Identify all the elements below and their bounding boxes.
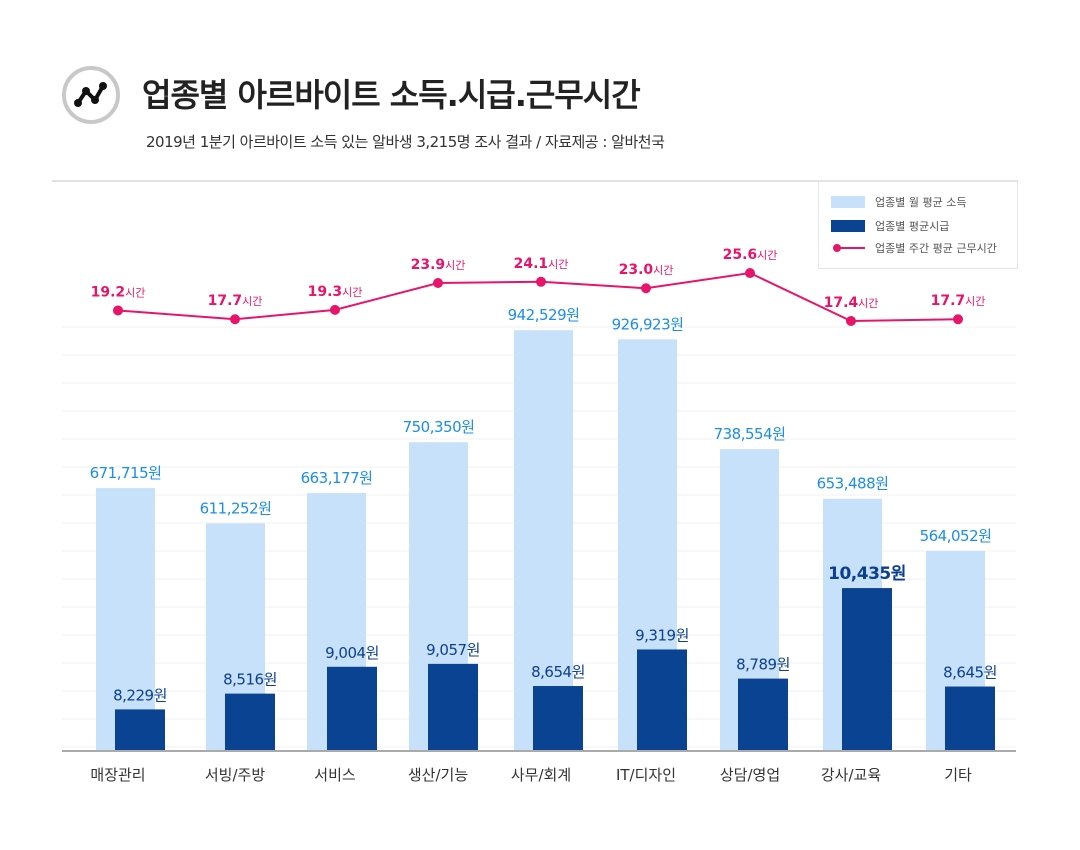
income-bar xyxy=(514,330,573,750)
wage-bar xyxy=(637,649,687,750)
hours-label: 24.1시간 xyxy=(514,256,569,272)
page-title: 업종별 아르바이트 소득.시급.근무시간 xyxy=(142,76,641,114)
income-label: 611,252원 xyxy=(200,499,272,517)
wage-label: 9,004원 xyxy=(325,644,379,662)
income-label: 750,350원 xyxy=(403,418,475,436)
category-label: 강사/교육 xyxy=(821,766,881,784)
income-label: 663,177원 xyxy=(301,469,373,487)
wage-label: 8,789원 xyxy=(736,656,790,674)
wage-bar xyxy=(115,709,165,750)
wage-bar xyxy=(428,663,478,750)
category-label: 생산/기능 xyxy=(408,766,468,784)
income-label: 926,923원 xyxy=(612,315,684,333)
hours-point xyxy=(230,314,240,325)
hours-label: 23.9시간 xyxy=(411,257,466,273)
wage-bar xyxy=(533,686,583,750)
hours-label: 25.6시간 xyxy=(723,247,778,263)
legend-swatch xyxy=(831,220,865,232)
wage-bar xyxy=(738,678,788,750)
wage-label: 8,229원 xyxy=(113,686,167,704)
legend-item-hours: 업종별 주간 평균 근무시간 xyxy=(831,240,997,256)
hours-label: 17.7시간 xyxy=(208,293,263,309)
category-label: 상담/영업 xyxy=(720,766,780,784)
hours-label: 17.4시간 xyxy=(824,295,879,311)
hours-label: 19.3시간 xyxy=(308,284,363,300)
hours-point xyxy=(953,314,963,325)
hours-point xyxy=(846,316,856,326)
hours-point xyxy=(641,283,651,294)
wage-label: 8,516원 xyxy=(223,671,277,689)
hours-point xyxy=(536,276,546,287)
category-label: IT/디자인 xyxy=(616,766,676,784)
income-label: 564,052원 xyxy=(920,527,992,545)
hours-point xyxy=(113,305,123,316)
income-label: 738,554원 xyxy=(714,425,786,443)
wage-bar xyxy=(842,588,892,750)
hours-point xyxy=(330,304,340,315)
legend-swatch xyxy=(831,196,865,208)
income-label: 942,529원 xyxy=(508,306,580,324)
wage-bar xyxy=(945,686,995,750)
category-label: 매장관리 xyxy=(90,766,145,784)
hours-label: 19.2시간 xyxy=(91,284,146,300)
wage-bar xyxy=(225,693,275,750)
chart-logo-icon xyxy=(62,66,120,124)
legend-label: 업종별 평균시급 xyxy=(875,220,950,233)
category-label: 서빙/주방 xyxy=(205,766,265,784)
wage-label: 9,319원 xyxy=(635,626,689,644)
legend-item-wage: 업종별 평균시급 xyxy=(831,218,949,234)
wage-label: 8,645원 xyxy=(943,664,997,682)
income-label: 671,715원 xyxy=(90,464,162,482)
page-subtitle: 2019년 1분기 아르바이트 소득 있는 알바생 3,215명 조사 결과 /… xyxy=(146,133,665,151)
wage-bar xyxy=(327,666,377,750)
legend-item-income: 업종별 월 평균 소득 xyxy=(831,194,966,210)
hours-label: 23.0시간 xyxy=(619,262,674,278)
income-label: 653,488원 xyxy=(817,475,889,493)
wage-label: 10,435원 xyxy=(828,564,906,584)
hours-label: 17.7시간 xyxy=(931,293,986,309)
legend-line-icon xyxy=(833,244,865,252)
category-label: 기타 xyxy=(944,766,972,784)
wage-label: 9,057원 xyxy=(426,641,480,659)
legend-label: 업종별 주간 평균 근무시간 xyxy=(875,242,997,255)
category-label: 서비스 xyxy=(314,766,356,784)
legend-label: 업종별 월 평균 소득 xyxy=(875,196,967,209)
category-label: 사무/회계 xyxy=(511,766,571,784)
hours-point xyxy=(745,268,755,279)
legend: 업종별 월 평균 소득 업종별 평균시급 업종별 주간 평균 근무시간 xyxy=(818,181,1018,269)
wage-label: 8,654원 xyxy=(531,663,585,681)
income-bar xyxy=(96,488,155,750)
hours-point xyxy=(433,277,443,288)
